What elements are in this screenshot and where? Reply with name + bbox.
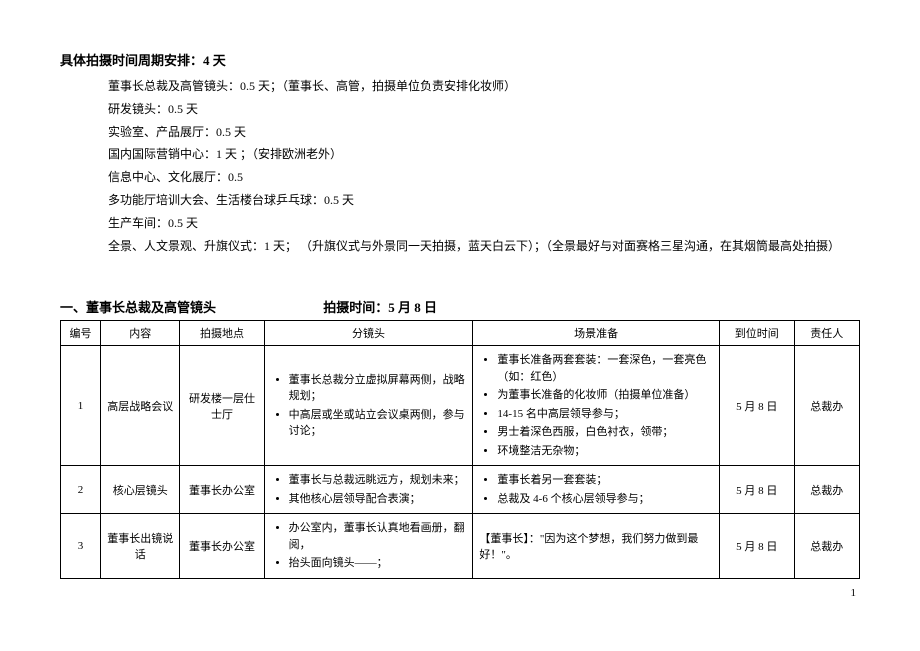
- cell-num: 1: [61, 346, 101, 466]
- list-item: 董事长着另一套套装；: [497, 472, 712, 489]
- list-item: 董事长与总裁远眺远方，规划未来；: [289, 472, 467, 489]
- cell-owner: 总裁办: [794, 514, 859, 579]
- cell-prep: 董事长着另一套套装； 总裁及 4-6 个核心层领导参与；: [473, 466, 719, 514]
- schedule-line: 信息中心、文化展厅：0.5: [108, 166, 860, 189]
- cell-prep: 【董事长】："因为这个梦想，我们努力做到最好！"。: [473, 514, 719, 579]
- shot-table: 编号内容拍摄地点分镜头场景准备到位时间责任人 1高层战略会议研发楼一层仕士厅董事…: [60, 320, 860, 579]
- table-header: 到位时间: [719, 321, 794, 346]
- doc-title: 具体拍摄时间周期安排：4 天: [60, 50, 860, 69]
- list-item: 其他核心层领导配合表演；: [289, 491, 467, 508]
- schedule-list: 董事长总裁及高管镜头：0.5 天；（董事长、高管，拍摄单位负责安排化妆师）研发镜…: [108, 75, 860, 257]
- cell-time: 5 月 8 日: [719, 514, 794, 579]
- table-header: 责任人: [794, 321, 859, 346]
- list-item: 中高层或坐或站立会议桌两侧，参与讨论；: [289, 407, 467, 440]
- cell-content: 高层战略会议: [100, 346, 179, 466]
- table-row: 1高层战略会议研发楼一层仕士厅董事长总裁分立虚拟屏幕两侧，战略规划；中高层或坐或…: [61, 346, 860, 466]
- list-item: 男士着深色西服，白色衬衣，领带；: [497, 424, 712, 441]
- cell-location: 董事长办公室: [180, 466, 264, 514]
- table-header: 场景准备: [473, 321, 719, 346]
- cell-owner: 总裁办: [794, 346, 859, 466]
- list-item: 董事长准备两套套装：一套深色，一套亮色（如：红色）: [497, 352, 712, 385]
- schedule-line: 生产车间：0.5 天: [108, 212, 860, 235]
- schedule-line: 董事长总裁及高管镜头：0.5 天；（董事长、高管，拍摄单位负责安排化妆师）: [108, 75, 860, 98]
- cell-prep: 董事长准备两套套装：一套深色，一套亮色（如：红色） 为董事长准备的化妆师（拍摄单位…: [473, 346, 719, 466]
- list-item: 14-15 名中高层领导参与；: [497, 406, 712, 423]
- section-right: 拍摄时间：5 月 8 日: [323, 300, 437, 315]
- table-row: 3董事长出镜说话董事长办公室办公室内，董事长认真地看画册，翻阅， 抬头面向镜头——…: [61, 514, 860, 579]
- table-header: 内容: [100, 321, 179, 346]
- cell-num: 3: [61, 514, 101, 579]
- section-left: 一、董事长总裁及高管镜头: [60, 297, 320, 316]
- cell-content: 核心层镜头: [100, 466, 179, 514]
- page-number: 1: [60, 587, 860, 599]
- cell-location: 董事长办公室: [180, 514, 264, 579]
- schedule-line: 多功能厅培训大会、生活楼台球乒乓球：0.5 天: [108, 189, 860, 212]
- schedule-line: 实验室、产品展厅：0.5 天: [108, 121, 860, 144]
- table-header: 编号: [61, 321, 101, 346]
- cell-time: 5 月 8 日: [719, 346, 794, 466]
- table-header: 拍摄地点: [180, 321, 264, 346]
- cell-shots: 董事长总裁分立虚拟屏幕两侧，战略规划；中高层或坐或站立会议桌两侧，参与讨论；: [264, 346, 473, 466]
- section-header: 一、董事长总裁及高管镜头 拍摄时间：5 月 8 日: [60, 297, 860, 316]
- list-item: 董事长总裁分立虚拟屏幕两侧，战略规划；: [289, 372, 467, 405]
- list-item: 环境整洁无杂物；: [497, 443, 712, 460]
- schedule-line: 国内国际营销中心：1 天 ；（安排欧洲老外）: [108, 143, 860, 166]
- table-row: 2核心层镜头董事长办公室 董事长与总裁远眺远方，规划未来； 其他核心层领导配合表演；…: [61, 466, 860, 514]
- list-item: 为董事长准备的化妆师（拍摄单位准备）: [497, 387, 712, 404]
- cell-shots: 办公室内，董事长认真地看画册，翻阅， 抬头面向镜头——；: [264, 514, 473, 579]
- cell-num: 2: [61, 466, 101, 514]
- cell-shots: 董事长与总裁远眺远方，规划未来； 其他核心层领导配合表演；: [264, 466, 473, 514]
- cell-owner: 总裁办: [794, 466, 859, 514]
- schedule-line: 研发镜头：0.5 天: [108, 98, 860, 121]
- table-header: 分镜头: [264, 321, 473, 346]
- cell-location: 研发楼一层仕士厅: [180, 346, 264, 466]
- cell-time: 5 月 8 日: [719, 466, 794, 514]
- list-item: 抬头面向镜头——；: [289, 555, 467, 572]
- list-item: 办公室内，董事长认真地看画册，翻阅，: [289, 520, 467, 553]
- cell-content: 董事长出镜说话: [100, 514, 179, 579]
- list-item: 总裁及 4-6 个核心层领导参与；: [497, 491, 712, 508]
- schedule-line: 全景、人文景观、升旗仪式：1 天； （升旗仪式与外景同一天拍摄，蓝天白云下）；（…: [108, 235, 860, 258]
